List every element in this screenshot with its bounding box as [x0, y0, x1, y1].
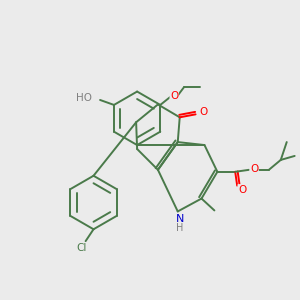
Text: N: N	[176, 214, 184, 224]
Text: O: O	[200, 107, 208, 117]
Text: HO: HO	[76, 93, 92, 103]
Text: O: O	[250, 164, 258, 174]
Text: O: O	[170, 91, 178, 101]
Text: Cl: Cl	[76, 243, 87, 253]
Text: O: O	[238, 184, 246, 195]
Text: H: H	[176, 223, 183, 233]
